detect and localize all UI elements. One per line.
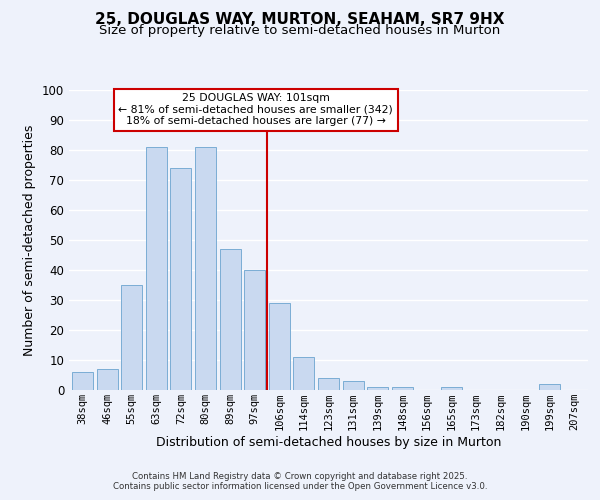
Bar (539, 384, 560, 390)
Bar (392, 387, 413, 390)
Bar (441, 387, 462, 390)
Bar (97, 369, 118, 390)
Bar (146, 147, 167, 390)
Y-axis label: Number of semi-detached properties: Number of semi-detached properties (23, 124, 37, 356)
Text: Contains HM Land Registry data © Crown copyright and database right 2025.: Contains HM Land Registry data © Crown c… (132, 472, 468, 481)
Bar (72, 372, 93, 390)
Bar (367, 387, 388, 390)
Bar (269, 303, 290, 390)
Bar (318, 378, 339, 390)
Bar (220, 249, 241, 390)
Bar (343, 381, 364, 390)
Bar (170, 168, 191, 390)
Text: 25, DOUGLAS WAY, MURTON, SEAHAM, SR7 9HX: 25, DOUGLAS WAY, MURTON, SEAHAM, SR7 9HX (95, 12, 505, 28)
Bar (293, 357, 314, 390)
Text: Contains public sector information licensed under the Open Government Licence v3: Contains public sector information licen… (113, 482, 487, 491)
Bar (121, 285, 142, 390)
X-axis label: Distribution of semi-detached houses by size in Murton: Distribution of semi-detached houses by … (156, 436, 501, 449)
Bar (244, 270, 265, 390)
Text: Size of property relative to semi-detached houses in Murton: Size of property relative to semi-detach… (100, 24, 500, 37)
Bar (195, 147, 216, 390)
Text: 25 DOUGLAS WAY: 101sqm
← 81% of semi-detached houses are smaller (342)
18% of se: 25 DOUGLAS WAY: 101sqm ← 81% of semi-det… (118, 93, 393, 126)
